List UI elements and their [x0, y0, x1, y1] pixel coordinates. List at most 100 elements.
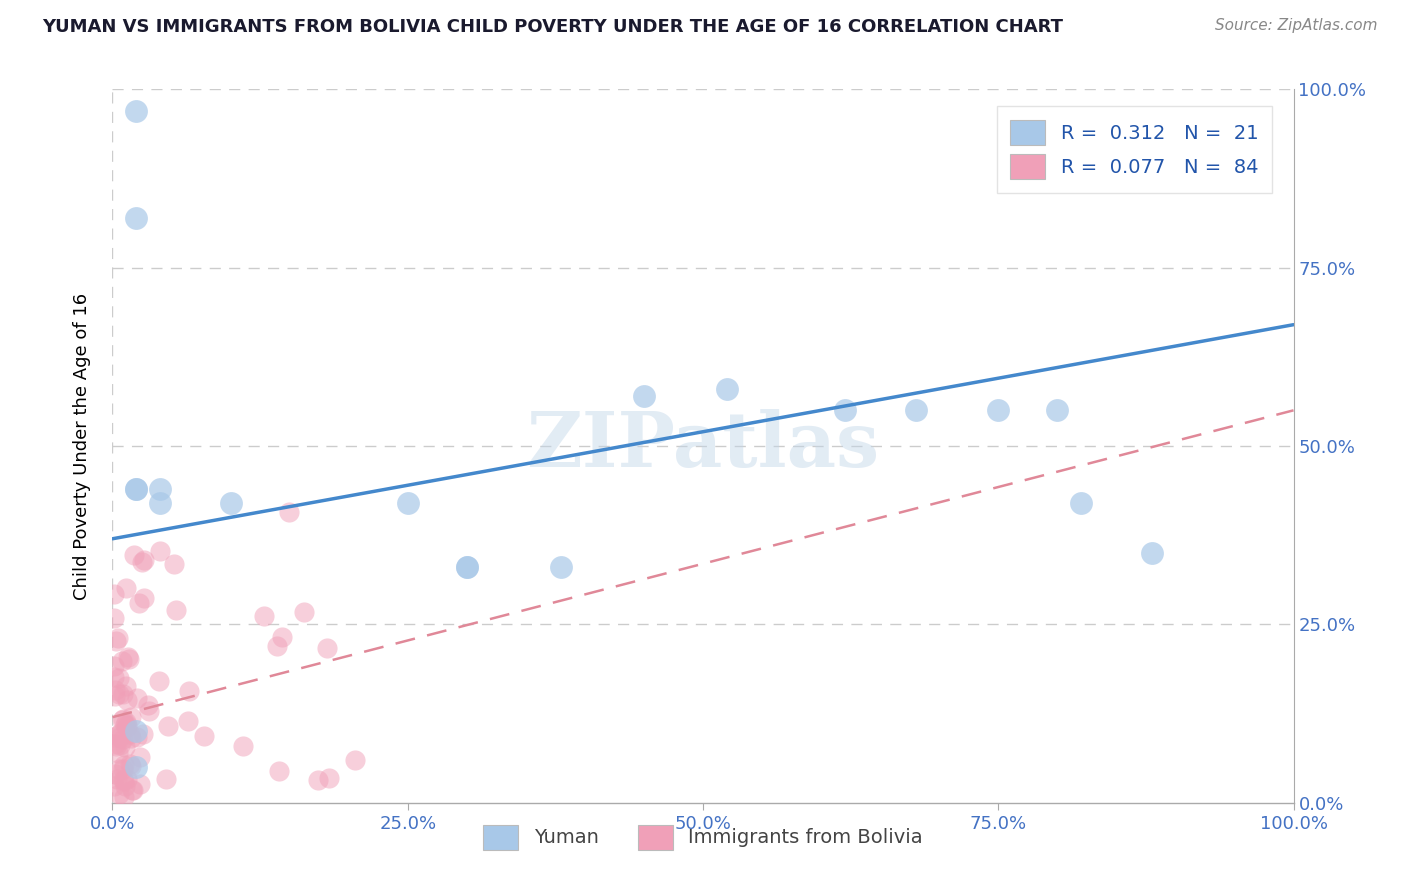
Point — [149, 482, 172, 496]
Point — [125, 103, 148, 118]
Point — [122, 548, 145, 562]
Point — [155, 772, 177, 786]
Point — [111, 773, 134, 788]
Point — [550, 560, 572, 574]
Point — [633, 389, 655, 403]
Point — [292, 606, 315, 620]
Point — [107, 631, 129, 645]
Point — [118, 651, 141, 665]
Point — [115, 693, 138, 707]
Point — [134, 553, 156, 567]
Point — [115, 679, 138, 693]
Point — [112, 758, 135, 772]
Text: Source: ZipAtlas.com: Source: ZipAtlas.com — [1215, 18, 1378, 33]
Point — [716, 382, 738, 396]
Point — [112, 762, 135, 776]
Legend: Yuman, Immigrants from Bolivia: Yuman, Immigrants from Bolivia — [475, 817, 931, 857]
Text: ZIPatlas: ZIPatlas — [526, 409, 880, 483]
Point — [121, 783, 143, 797]
Point — [103, 731, 125, 745]
Point — [125, 482, 148, 496]
Point — [132, 591, 155, 605]
Point — [112, 712, 135, 726]
Point — [104, 689, 127, 703]
Point — [307, 773, 329, 788]
Point — [456, 560, 478, 574]
Point — [118, 727, 141, 741]
Point — [128, 596, 150, 610]
Point — [104, 737, 127, 751]
Point — [104, 739, 127, 754]
Point — [219, 496, 242, 510]
Point — [177, 714, 200, 729]
Point — [165, 603, 187, 617]
Point — [987, 403, 1010, 417]
Point — [396, 496, 419, 510]
Point — [163, 557, 186, 571]
Point — [193, 729, 215, 743]
Point — [107, 687, 129, 701]
Point — [136, 698, 159, 712]
Point — [115, 715, 138, 730]
Point — [107, 728, 129, 742]
Point — [108, 738, 131, 752]
Point — [266, 639, 288, 653]
Point — [278, 505, 301, 519]
Point — [103, 659, 125, 673]
Point — [107, 787, 129, 801]
Point — [107, 762, 129, 776]
Point — [149, 543, 172, 558]
Point — [1070, 496, 1092, 510]
Point — [117, 649, 139, 664]
Point — [103, 670, 125, 684]
Point — [131, 555, 153, 569]
Point — [104, 683, 127, 698]
Point — [111, 713, 134, 727]
Point — [125, 482, 148, 496]
Point — [110, 725, 132, 739]
Point — [179, 684, 201, 698]
Point — [112, 789, 135, 804]
Point — [125, 724, 148, 739]
Point — [103, 610, 125, 624]
Text: YUMAN VS IMMIGRANTS FROM BOLIVIA CHILD POVERTY UNDER THE AGE OF 16 CORRELATION C: YUMAN VS IMMIGRANTS FROM BOLIVIA CHILD P… — [42, 18, 1063, 36]
Y-axis label: Child Poverty Under the Age of 16: Child Poverty Under the Age of 16 — [73, 293, 91, 599]
Point — [115, 720, 138, 734]
Point — [107, 746, 129, 760]
Point — [120, 756, 142, 771]
Point — [120, 710, 142, 724]
Point — [318, 771, 340, 785]
Point — [120, 731, 142, 746]
Point — [108, 671, 131, 685]
Point — [114, 718, 136, 732]
Point — [125, 760, 148, 774]
Point — [105, 634, 128, 648]
Point — [117, 717, 139, 731]
Point — [125, 691, 148, 706]
Point — [112, 773, 135, 788]
Point — [115, 581, 138, 595]
Point — [121, 782, 143, 797]
Point — [316, 640, 339, 655]
Point — [103, 779, 125, 793]
Point — [138, 704, 160, 718]
Point — [1140, 546, 1163, 560]
Point — [125, 211, 148, 225]
Point — [269, 764, 291, 778]
Point — [1046, 403, 1069, 417]
Point — [148, 673, 170, 688]
Point — [149, 496, 172, 510]
Point — [111, 654, 134, 668]
Point — [128, 750, 150, 764]
Point — [232, 739, 254, 753]
Point — [105, 772, 128, 786]
Point — [117, 772, 139, 787]
Point — [114, 779, 136, 793]
Point — [111, 687, 134, 701]
Point — [456, 560, 478, 574]
Point — [104, 767, 127, 781]
Point — [271, 630, 294, 644]
Point — [114, 740, 136, 755]
Point — [110, 730, 132, 744]
Point — [112, 732, 135, 747]
